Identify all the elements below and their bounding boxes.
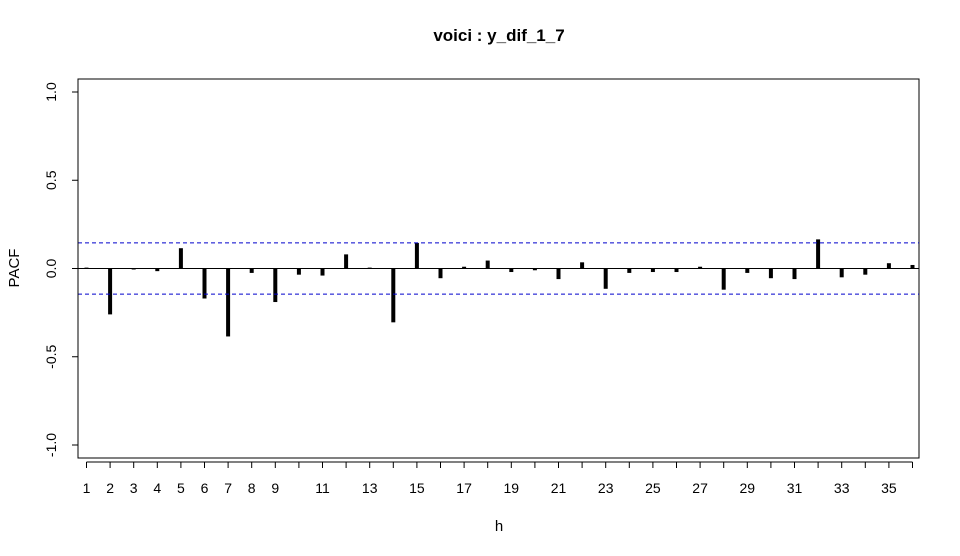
pacf-bar: [816, 239, 821, 269]
pacf-bar: [839, 268, 844, 278]
y-axis-label: PACF: [6, 249, 23, 288]
pacf-bar: [273, 268, 278, 303]
x-tick-label: 21: [551, 480, 567, 496]
x-tick-label: 15: [409, 480, 425, 496]
x-tick-label: 31: [787, 480, 803, 496]
confidence-bands: [78, 242, 919, 295]
x-axis: 1 2 3 4 5 6 7 8 9 11 13 15 17 19 21 23 25 27 29 31 33 35: [83, 461, 913, 496]
pacf-bar: [580, 262, 585, 269]
pacf-bar: [792, 268, 797, 280]
x-tick-label: 33: [834, 480, 850, 496]
pacf-bar: [674, 268, 679, 273]
x-tick-label: 3: [130, 480, 138, 496]
y-tick-label: 0.5: [43, 170, 59, 190]
pacf-bar: [532, 268, 537, 271]
x-tick-label: 1: [83, 480, 91, 496]
pacf-bar: [344, 254, 349, 269]
y-tick-label: 0.0: [43, 259, 59, 279]
pacf-bar: [438, 268, 443, 279]
pacf-bar: [485, 260, 490, 269]
x-tick-label: 5: [177, 480, 185, 496]
y-axis: -1.0 -0.5 0.0 0.5 1.0: [43, 82, 79, 457]
pacf-bar: [320, 268, 325, 276]
pacf-bar: [863, 268, 868, 275]
x-tick-label: 27: [692, 480, 708, 496]
pacf-bar: [155, 268, 160, 272]
y-tick-label: -1.0: [43, 433, 59, 457]
pacf-bar: [108, 268, 113, 315]
pacf-bar: [296, 268, 301, 275]
pacf-bar: [391, 268, 396, 323]
x-tick-label: 11: [315, 480, 330, 496]
x-tick-label: 23: [598, 480, 614, 496]
pacf-bar: [226, 268, 231, 337]
pacf-bar: [249, 268, 254, 273]
x-tick-label: 8: [248, 480, 256, 496]
x-axis-label: h: [495, 518, 503, 535]
pacf-bar: [462, 266, 467, 269]
x-tick-label: 17: [456, 480, 472, 496]
x-tick-label: 13: [362, 480, 378, 496]
pacf-bar: [84, 267, 89, 269]
pacf-bar: [603, 268, 608, 289]
pacf-bar: [202, 268, 207, 299]
pacf-bar: [886, 263, 891, 269]
x-tick-label: 35: [881, 480, 897, 496]
y-tick-label: 1.0: [43, 82, 59, 102]
pacf-bar: [650, 268, 655, 273]
pacf-bar: [768, 268, 773, 279]
pacf-bar: [509, 268, 514, 273]
x-tick-label: 25: [645, 480, 661, 496]
x-tick-label: 29: [740, 480, 756, 496]
x-tick-label: 2: [106, 480, 114, 496]
pacf-bars: [78, 239, 919, 337]
x-tick-label: 4: [153, 480, 161, 496]
pacf-bar: [627, 268, 632, 273]
pacf-bar: [556, 268, 561, 280]
pacf-bar: [367, 267, 372, 269]
x-tick-label: 9: [271, 480, 279, 496]
x-tick-label: 7: [224, 480, 232, 496]
y-tick-label: -0.5: [43, 344, 59, 368]
x-tick-label: 19: [504, 480, 520, 496]
pacf-bar: [178, 248, 183, 269]
pacf-bar: [721, 268, 726, 290]
pacf-bar: [131, 268, 136, 270]
pacf-bar: [745, 268, 750, 273]
chart-title: voici : y_dif_1_7: [433, 26, 564, 45]
pacf-bar: [698, 266, 703, 269]
x-tick-label: 6: [201, 480, 209, 496]
pacf-bar: [910, 264, 915, 269]
pacf-bar: [414, 242, 419, 269]
